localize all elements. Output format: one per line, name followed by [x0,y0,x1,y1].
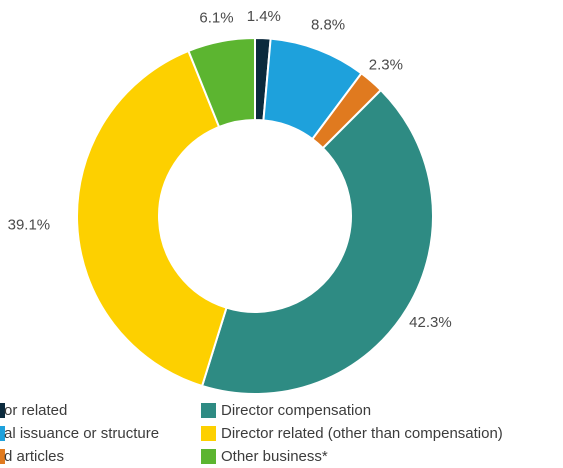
slice-label: 42.3% [409,314,452,331]
legend-label: d articles [4,448,64,465]
slice-label: 39.1% [8,216,51,233]
legend-label: or related [4,402,67,419]
slice-director-compensation [200,88,434,395]
slice-label: 8.8% [311,16,345,33]
legend-swatch [0,403,5,418]
slices-group [76,36,434,395]
slice-labels-group: 1.4% 8.8% 2.3% 42.3% 39.1% 6.1% [8,8,452,331]
slice-other-business [187,36,256,129]
legend-label: Director related (other than compensatio… [221,425,503,442]
legend: or related al issuance or structure d arti… [0,402,503,465]
legend-label: Other business* [221,448,328,465]
legend-swatch [0,449,5,464]
legend-swatch [201,426,216,441]
slice-label: 2.3% [369,57,403,74]
legend-swatch [0,426,5,441]
slice-label: 1.4% [247,8,281,25]
slice-director-related-other-than-compensation [76,49,228,388]
legend-label: al issuance or structure [4,425,159,442]
legend-swatch [201,449,216,464]
legend-label: Director compensation [221,402,371,419]
slice-label: 6.1% [199,10,233,27]
legend-swatch [201,403,216,418]
